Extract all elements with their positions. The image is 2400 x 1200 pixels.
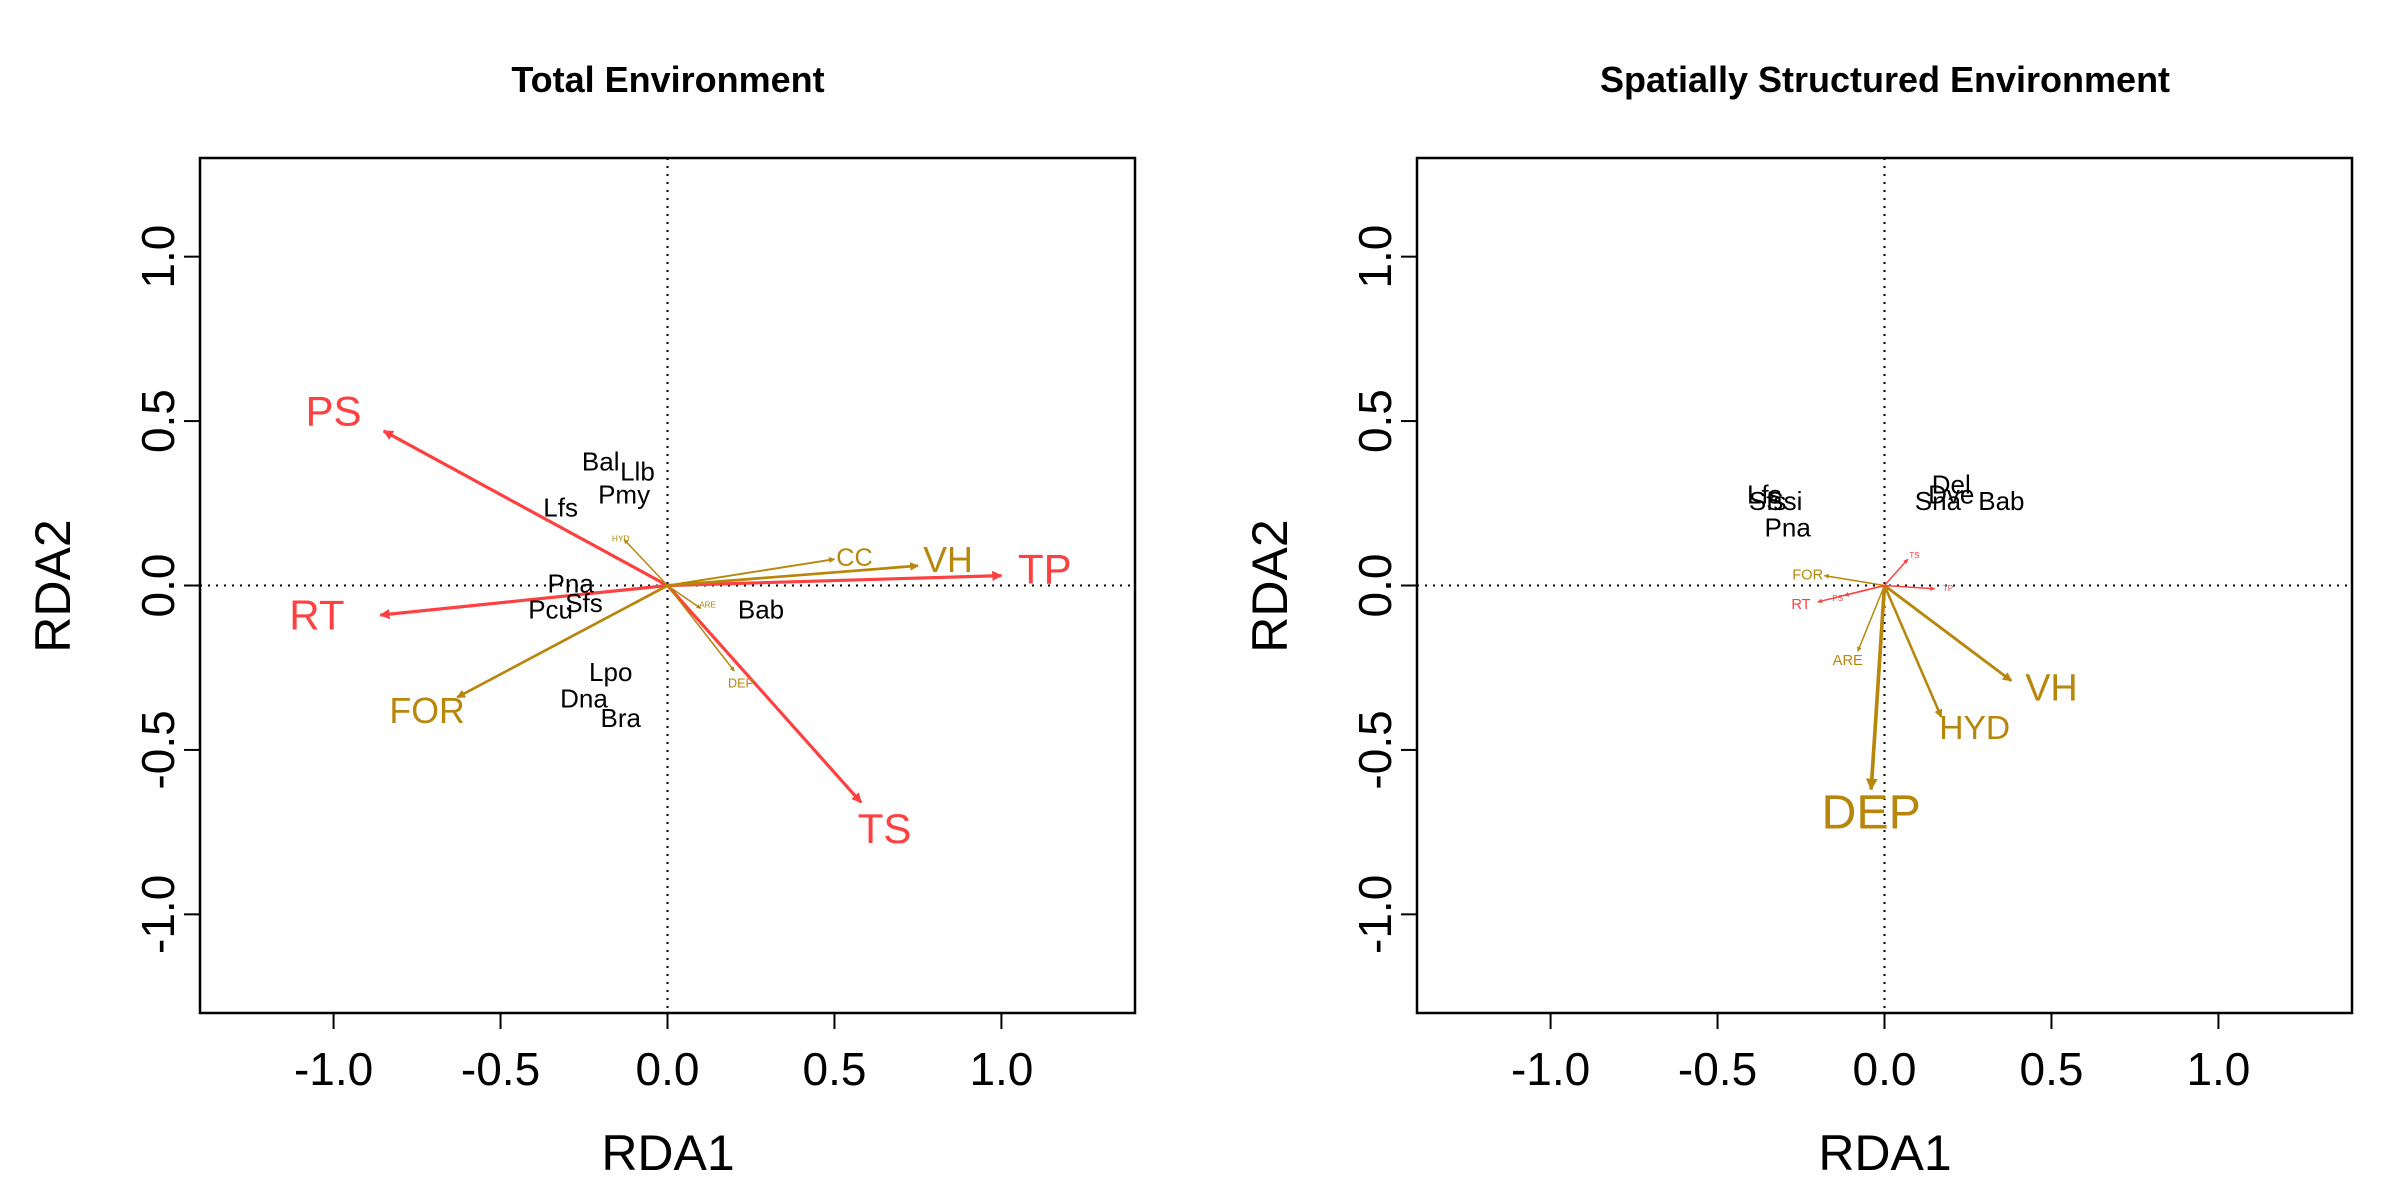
y-tick-label: -1.0 [1349, 875, 1401, 954]
reference-lines [200, 158, 1135, 1013]
arrow-ts [1883, 558, 1909, 586]
x-tick-label: -1.0 [294, 1043, 373, 1095]
x-tick-label: 0.5 [802, 1043, 866, 1095]
y-tick-label: -0.5 [1349, 710, 1401, 789]
arrow-label-hyd: HYD [1939, 710, 2010, 747]
variable-arrows: DEP HYD VH ARE FOR RT PS TP TS [1791, 551, 2077, 839]
arrow-label-vh: VH [2025, 668, 2078, 710]
species-label-bab: Bab [1978, 486, 2024, 516]
arrow-are [667, 584, 702, 610]
y-axis-label: RDA2 [1242, 519, 1298, 652]
arrow-label-ps: PS [306, 388, 362, 435]
arrow-vh [1883, 584, 2013, 683]
y-axis: -1.0 -0.5 0.0 0.5 1.0 [1349, 225, 1418, 954]
species-label-dve: Dve [1928, 480, 1974, 510]
species-label-pna: Pna [548, 568, 595, 598]
arrow-label-dep: DEP [728, 676, 754, 690]
species-label-sna: Sna [1915, 486, 1962, 516]
arrow-label-dep: DEP [1821, 785, 1920, 839]
species-label-lfs: Lfs [543, 493, 578, 523]
arrow-for [456, 584, 669, 699]
arrow-label-vh: VH [923, 540, 973, 580]
arrow-ps [382, 429, 669, 587]
arrow-hyd [623, 538, 669, 587]
arrow-are [1857, 585, 1886, 652]
arrow-label-tp: TP [1018, 545, 1072, 592]
x-tick-label: -0.5 [1678, 1043, 1757, 1095]
y-tick-label: -1.0 [132, 875, 184, 954]
arrow-label-for: FOR [1792, 568, 1823, 584]
y-tick-label: 1.0 [132, 225, 184, 289]
arrow-label-are: ARE [699, 600, 715, 609]
species-label-bal: Bal [582, 447, 620, 477]
y-tick-label: -0.5 [132, 710, 184, 789]
panel-total-environment: Total Environment PS RT TP TS FOR VH CC HYD DEP A… [25, 59, 1137, 1181]
arrow-vh [667, 562, 919, 587]
arrow-dep [666, 585, 735, 672]
x-tick-label: 0.5 [2019, 1043, 2083, 1095]
arrow-label-rt: RT [289, 591, 344, 638]
species-label-lpo: Lpo [589, 657, 632, 687]
x-tick-label: -0.5 [461, 1043, 540, 1095]
arrow-label-ps: PS [1832, 594, 1843, 603]
arrow-dep [1865, 585, 1887, 791]
arrow-hyd [1883, 584, 1943, 718]
y-tick-label: 0.0 [1349, 554, 1401, 618]
x-tick-label: 0.0 [636, 1043, 700, 1095]
chart-title: Total Environment [511, 59, 824, 100]
y-tick-label: 0.0 [132, 554, 184, 618]
chart-title: Spatially Structured Environment [1600, 59, 2170, 100]
y-tick-label: 0.5 [1349, 389, 1401, 453]
species-label-sfs: Sfs [1749, 486, 1787, 516]
arrow-ts [666, 584, 863, 804]
arrow-label-rt: RT [1791, 597, 1810, 613]
arrow-cc [667, 557, 836, 587]
species-label-bab: Bab [738, 595, 784, 625]
species-label-ssi: Ssi [1766, 486, 1802, 516]
arrow-tp [667, 570, 1003, 588]
arrow-label-hyd: HYD [612, 534, 630, 544]
species-label-lfs: Lfs [1747, 480, 1782, 510]
x-tick-label: -1.0 [1511, 1043, 1590, 1095]
x-axis-label: RDA1 [601, 1125, 734, 1181]
variable-arrows: PS RT TP TS FOR VH CC HYD DEP ARE [289, 388, 1071, 853]
arrow-label-ts: TS [1909, 551, 1919, 560]
arrow-for [1823, 573, 1885, 587]
arrow-label-for: FOR [389, 691, 464, 731]
species-label-dna: Dna [560, 683, 608, 713]
species-label-pmy: Pmy [598, 480, 650, 510]
y-tick-label: 1.0 [1349, 225, 1401, 289]
arrow-label-cc: CC [836, 544, 872, 572]
arrow-rt [379, 583, 668, 620]
arrow-tp [1884, 584, 1936, 591]
species-label-bra: Bra [601, 703, 642, 733]
species-label-sfs: Sfs [565, 588, 603, 618]
y-axis-label: RDA2 [25, 519, 81, 652]
reference-lines [1417, 158, 2352, 1013]
x-tick-label: 1.0 [2186, 1043, 2250, 1095]
species-label-llb: Llb [620, 457, 655, 487]
arrow-label-tp: TP [1943, 584, 1953, 593]
x-axis-label: RDA1 [1818, 1125, 1951, 1181]
x-tick-label: 1.0 [969, 1043, 1033, 1095]
species-label-pna: Pna [1765, 512, 1812, 542]
arrow-ps [1843, 584, 1885, 597]
species-label-pcu: Pcu [528, 595, 573, 625]
y-axis: -1.0 -0.5 0.0 0.5 1.0 [132, 225, 201, 954]
arrow-label-are: ARE [1833, 653, 1863, 669]
x-axis: -1.0 -0.5 0.0 0.5 1.0 [294, 1012, 1033, 1095]
x-axis: -1.0 -0.5 0.0 0.5 1.0 [1511, 1012, 2250, 1095]
species-label-del: Del [1932, 470, 1971, 500]
y-tick-label: 0.5 [132, 389, 184, 453]
panel-spatially-structured-environment: Spatially Structured Environment DEP HYD V… [1242, 59, 2354, 1181]
arrow-label-ts: TS [858, 805, 912, 852]
x-tick-label: 0.0 [1853, 1043, 1917, 1095]
